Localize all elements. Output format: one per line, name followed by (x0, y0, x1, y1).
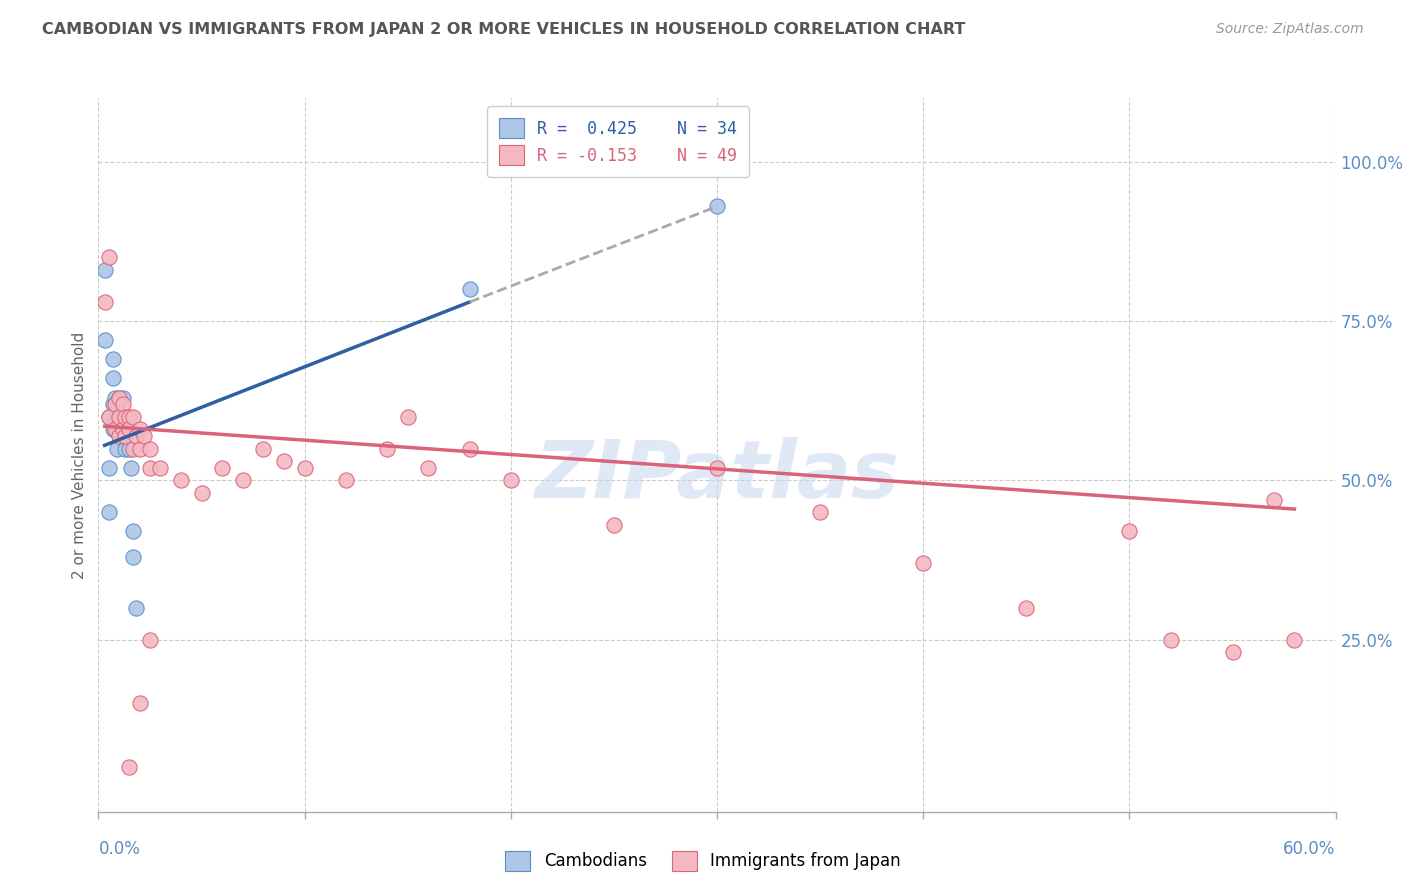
Point (122, 442, 145, 456)
Point (294, 460, 316, 475)
Point (93, 333, 115, 347)
Point (114, 442, 136, 456)
Point (101, 352, 124, 367)
Point (252, 442, 274, 456)
Point (1118, 524, 1140, 539)
Point (108, 409, 131, 424)
Point (1263, 492, 1285, 507)
Point (335, 474, 357, 488)
Point (118, 442, 141, 456)
Text: CAMBODIAN VS IMMIGRANTS FROM JAPAN 2 OR MORE VEHICLES IN HOUSEHOLD CORRELATION C: CAMBODIAN VS IMMIGRANTS FROM JAPAN 2 OR … (42, 22, 966, 37)
Point (1222, 645, 1244, 659)
Point (190, 486, 212, 500)
Point (1015, 600, 1038, 615)
Point (396, 409, 419, 424)
Point (1284, 632, 1306, 647)
Point (499, 474, 522, 488)
Point (108, 391, 131, 405)
Point (97, 251, 120, 265)
Point (375, 442, 398, 456)
Point (132, 429, 155, 443)
Point (110, 409, 132, 424)
Point (97, 409, 120, 424)
Point (128, 442, 150, 456)
Point (139, 460, 162, 475)
Text: 0.0%: 0.0% (98, 840, 141, 858)
Point (110, 429, 132, 443)
Point (114, 429, 136, 443)
Point (118, 422, 141, 436)
Point (104, 397, 127, 411)
Point (232, 474, 254, 488)
Point (112, 397, 135, 411)
Point (108, 429, 131, 443)
Point (108, 409, 131, 424)
Point (97, 505, 120, 519)
Point (1160, 632, 1182, 647)
Point (120, 460, 142, 475)
Point (458, 442, 481, 456)
Point (117, 409, 139, 424)
Point (139, 632, 162, 647)
Point (122, 524, 145, 539)
Point (97, 460, 120, 475)
Point (122, 549, 145, 564)
Legend: R =  0.425    N = 34, R = -0.153    N = 49: R = 0.425 N = 34, R = -0.153 N = 49 (488, 106, 749, 178)
Point (105, 442, 128, 456)
Point (139, 442, 162, 456)
Point (122, 409, 145, 424)
Point (105, 397, 128, 411)
Point (808, 505, 831, 519)
Point (912, 556, 935, 570)
Point (603, 518, 626, 533)
Point (273, 454, 295, 468)
Point (104, 422, 127, 436)
Y-axis label: 2 or more Vehicles in Household: 2 or more Vehicles in Household (72, 331, 87, 579)
Point (124, 600, 146, 615)
Text: 60.0%: 60.0% (1284, 840, 1336, 858)
Point (149, 460, 172, 475)
Point (112, 409, 135, 424)
Point (105, 422, 128, 436)
Point (93, 263, 115, 277)
Point (112, 422, 135, 436)
Point (105, 409, 128, 424)
Point (93, 295, 115, 310)
Point (458, 282, 481, 296)
Point (104, 391, 127, 405)
Point (128, 697, 150, 711)
Point (114, 429, 136, 443)
Point (101, 422, 124, 436)
Point (108, 429, 131, 443)
Point (112, 391, 135, 405)
Point (128, 422, 150, 436)
Point (170, 474, 193, 488)
Point (418, 460, 440, 475)
Point (108, 391, 131, 405)
Point (118, 422, 141, 436)
Point (101, 397, 124, 411)
Point (112, 429, 135, 443)
Point (118, 409, 141, 424)
Point (114, 409, 136, 424)
Point (211, 460, 233, 475)
Legend: Cambodians, Immigrants from Japan: Cambodians, Immigrants from Japan (496, 842, 910, 880)
Point (97, 409, 120, 424)
Point (104, 409, 127, 424)
Point (706, 460, 728, 475)
Point (124, 429, 146, 443)
Point (118, 760, 141, 774)
Text: ZIPatlas: ZIPatlas (534, 437, 900, 516)
Point (101, 371, 124, 385)
Text: Source: ZipAtlas.com: Source: ZipAtlas.com (1216, 22, 1364, 37)
Point (706, 199, 728, 213)
